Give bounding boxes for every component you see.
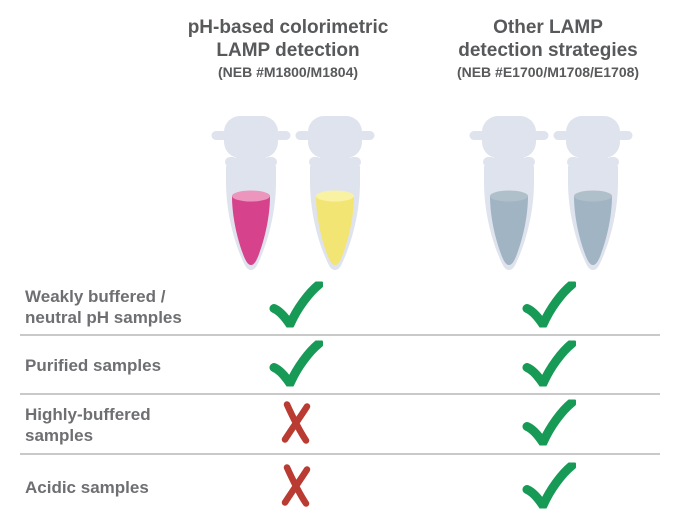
comparison-table: Weakly buffered / neutral pH samples Pur… bbox=[0, 278, 677, 521]
flange-right bbox=[348, 157, 361, 167]
flange-left bbox=[567, 157, 580, 167]
tube-liquid bbox=[232, 196, 270, 265]
tube-cap bbox=[566, 116, 620, 158]
tube-cap bbox=[308, 116, 362, 158]
cap-tab-right bbox=[358, 131, 375, 140]
tube-neck bbox=[236, 150, 266, 170]
pcr-tube-icon bbox=[295, 116, 375, 270]
check-icon bbox=[522, 338, 577, 388]
flange-left bbox=[483, 157, 496, 167]
check-icon bbox=[522, 461, 577, 510]
liquid-surface bbox=[232, 190, 270, 202]
flange-left bbox=[225, 157, 238, 167]
mark-col2 bbox=[522, 398, 577, 451]
cap-tab-left bbox=[553, 131, 570, 140]
column-subtitle: (NEB #E1700/M1708/E1708) bbox=[456, 64, 640, 81]
mark-col1 bbox=[280, 401, 312, 450]
tube-pair-other bbox=[469, 110, 633, 274]
mark-col2 bbox=[522, 461, 577, 514]
pcr-tube-icon bbox=[553, 116, 633, 270]
mark-col1 bbox=[269, 338, 324, 391]
pcr-tube-icon bbox=[211, 116, 291, 270]
cap-tab-left bbox=[211, 131, 228, 140]
table-row: Purified samples bbox=[0, 336, 677, 395]
cap-tab-right bbox=[532, 131, 549, 140]
flange-right bbox=[606, 157, 619, 167]
check-icon bbox=[522, 280, 577, 329]
column-header-colorimetric: pH-based colorimetric LAMP detection (NE… bbox=[128, 16, 448, 82]
cap-tab-left bbox=[469, 131, 486, 140]
liquid-surface bbox=[316, 190, 354, 202]
liquid-surface bbox=[574, 190, 612, 202]
mark-col1 bbox=[269, 280, 324, 333]
flange-right bbox=[264, 157, 277, 167]
tube-liquid bbox=[574, 196, 612, 265]
table-row: Highly-buffered samples bbox=[0, 395, 677, 455]
tube-neck bbox=[578, 150, 608, 170]
tube-pair-colorimetric bbox=[211, 110, 375, 274]
tube-liquid bbox=[316, 196, 354, 265]
flange-right bbox=[522, 157, 535, 167]
tube-cap bbox=[482, 116, 536, 158]
tube-neck bbox=[494, 150, 524, 170]
cap-tab-right bbox=[274, 131, 291, 140]
pcr-tube-icon bbox=[469, 116, 549, 270]
tube-neck bbox=[320, 150, 350, 170]
column-title: Other LAMP detection strategies bbox=[458, 17, 638, 62]
cross-icon bbox=[281, 401, 311, 444]
check-icon bbox=[269, 338, 324, 388]
tube-cap bbox=[224, 116, 278, 158]
row-label: Purified samples bbox=[25, 355, 162, 375]
row-label: Weakly buffered / neutral pH samples bbox=[25, 286, 182, 327]
column-title: pH-based colorimetric LAMP detection bbox=[187, 17, 389, 62]
mark-col2 bbox=[522, 280, 577, 333]
table-row: Acidic samples bbox=[0, 455, 677, 521]
mark-col2 bbox=[522, 338, 577, 391]
tube-liquid bbox=[490, 196, 528, 265]
row-label: Highly-buffered samples bbox=[25, 404, 151, 445]
column-subtitle: (NEB #M1800/M1804) bbox=[217, 64, 359, 81]
row-label: Acidic samples bbox=[25, 478, 149, 498]
cross-icon bbox=[281, 464, 311, 507]
column-header-other-strategies: Other LAMP detection strategies (NEB #E1… bbox=[408, 16, 677, 82]
check-icon bbox=[522, 398, 577, 447]
check-icon bbox=[269, 280, 324, 329]
table-row: Weakly buffered / neutral pH samples bbox=[0, 278, 677, 336]
mark-col1 bbox=[280, 464, 312, 513]
cap-tab-right bbox=[616, 131, 633, 140]
flange-left bbox=[309, 157, 322, 167]
cap-tab-left bbox=[295, 131, 312, 140]
liquid-surface bbox=[490, 190, 528, 202]
